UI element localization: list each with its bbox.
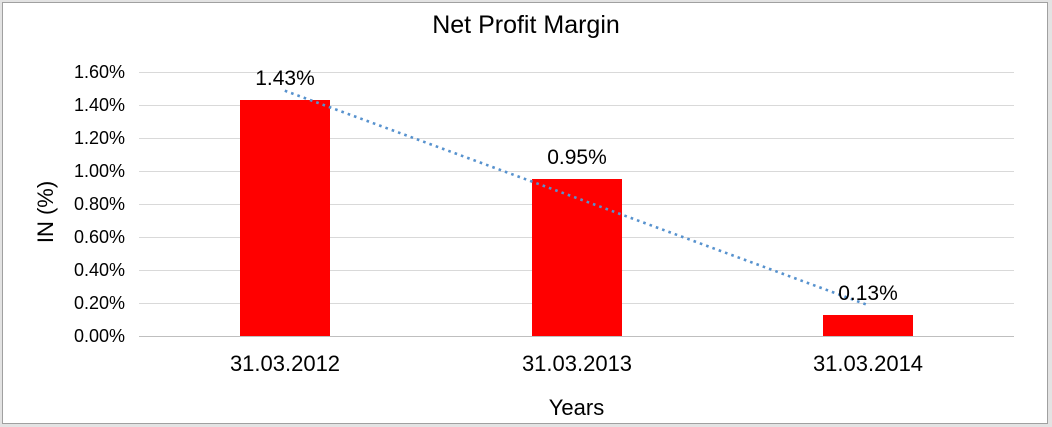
- trendline: [284, 89, 869, 307]
- chart-title: Net Profit Margin: [432, 11, 620, 39]
- y-tick-label: 1.00%: [73, 161, 125, 181]
- data-label: 0.95%: [547, 146, 607, 169]
- y-tick-label: 0.00%: [73, 326, 125, 346]
- gridline: [139, 105, 1014, 106]
- y-axis-title: IN (%): [33, 180, 58, 244]
- bar-31.03.2014: [823, 315, 913, 336]
- y-tick-label: 0.80%: [73, 194, 125, 214]
- x-category-label: 31.03.2013: [521, 351, 633, 376]
- y-tick-label: 0.60%: [73, 227, 125, 247]
- y-tick-label: 0.20%: [73, 293, 125, 313]
- y-tick-label: 1.60%: [73, 62, 125, 82]
- gridline: [139, 72, 1014, 73]
- x-axis-line: [139, 336, 1014, 337]
- y-tick-label: 0.40%: [73, 260, 125, 280]
- data-label: 0.13%: [838, 282, 898, 305]
- x-category-label: 31.03.2014: [812, 351, 924, 376]
- data-label: 1.43%: [255, 67, 315, 90]
- bar-31.03.2013: [532, 179, 622, 336]
- gridline: [139, 171, 1014, 172]
- x-axis-title: Years: [548, 395, 605, 420]
- bar-31.03.2012: [240, 100, 330, 336]
- gridline: [139, 138, 1014, 139]
- y-tick-label: 1.40%: [73, 95, 125, 115]
- y-tick-label: 1.20%: [73, 128, 125, 148]
- x-category-label: 31.03.2012: [229, 351, 341, 376]
